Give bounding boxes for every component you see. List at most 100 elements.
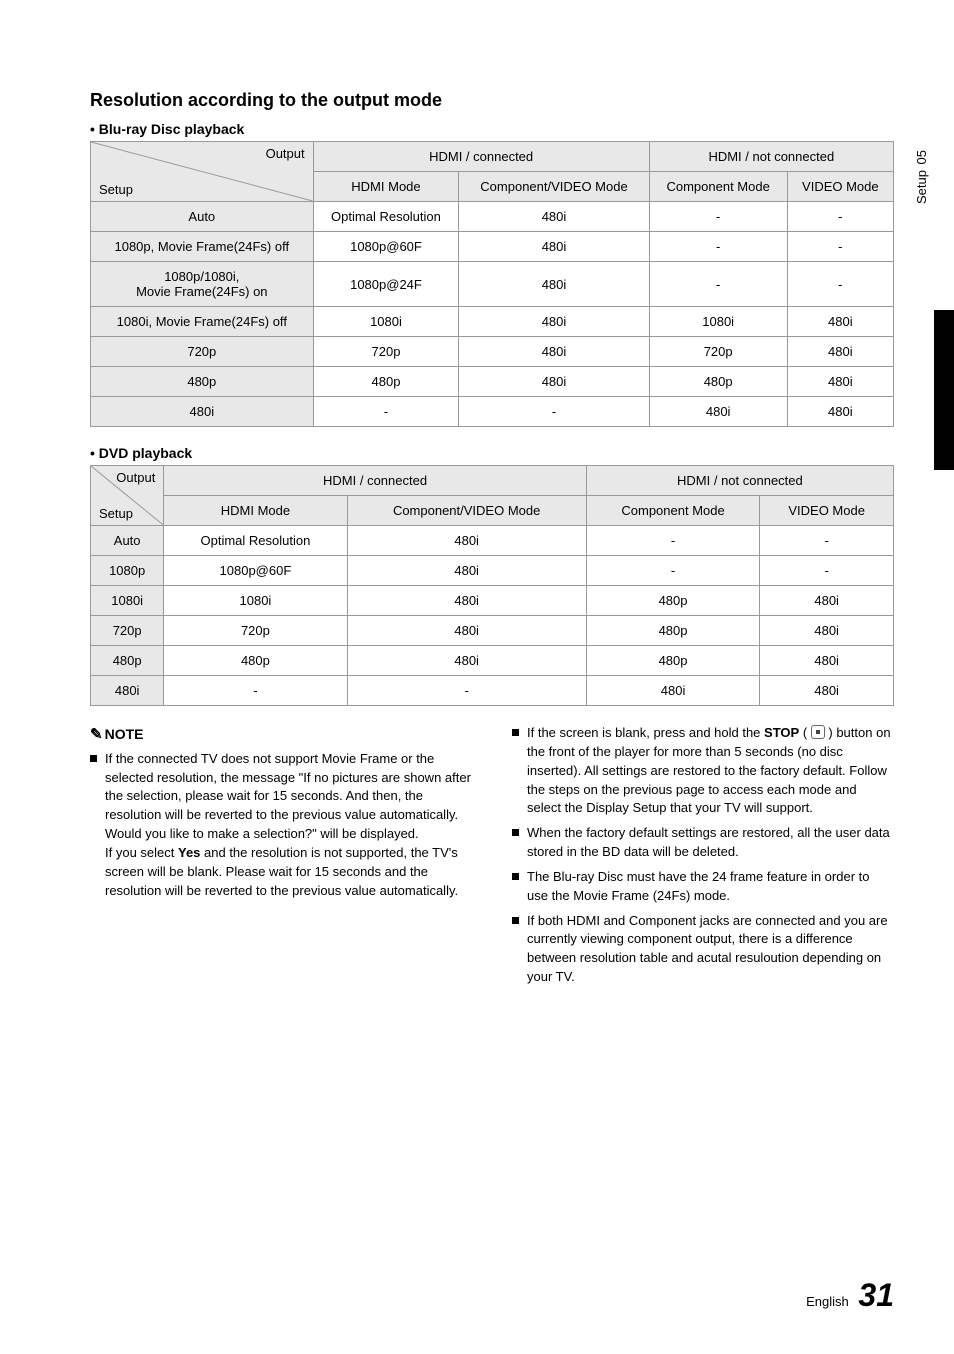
table2-sub-hdr-3: VIDEO Mode [760, 496, 894, 526]
table2-diag-cell: Output Setup [91, 466, 164, 526]
bullet-icon [512, 873, 519, 880]
note-bullet: If the connected TV does not support Mov… [90, 750, 472, 901]
table1-sub-hdr-3: VIDEO Mode [787, 172, 893, 202]
table1-cell: 480i [459, 262, 649, 307]
table-row: 1080p, Movie Frame(24Fs) off1080p@60F480… [91, 232, 894, 262]
note-heading: ✎NOTE [90, 724, 472, 746]
table2-sub-hdr-2: Component Mode [586, 496, 760, 526]
table1-cell: - [787, 232, 893, 262]
table2-cell: 480p [164, 646, 347, 676]
table1-diag-setup: Setup [99, 182, 133, 197]
table1-row-label: 1080p/1080i, Movie Frame(24Fs) on [91, 262, 314, 307]
table1-cell: Optimal Resolution [313, 202, 459, 232]
table2-row-label: 480i [91, 676, 164, 706]
table2-diag-setup: Setup [99, 506, 133, 521]
table2-cell: 720p [164, 616, 347, 646]
note-bullet: If the screen is blank, press and hold t… [512, 724, 894, 818]
table1-top-hdr-0: HDMI / connected [313, 142, 649, 172]
table2-cell: - [586, 526, 760, 556]
table2-cell: 480i [760, 616, 894, 646]
table1-cell: 480i [649, 397, 787, 427]
table-row: AutoOptimal Resolution480i-- [91, 202, 894, 232]
table1-cell: - [787, 262, 893, 307]
bullet-icon [512, 729, 519, 736]
note-icon: ✎ [90, 726, 103, 743]
table1-row-label: 480p [91, 367, 314, 397]
table2-cell: 1080p@60F [164, 556, 347, 586]
table1-cell: - [787, 202, 893, 232]
table2-caption: • DVD playback [90, 445, 894, 461]
table1-cell: 480i [459, 307, 649, 337]
table2-diag-output: Output [116, 470, 155, 485]
bullet-icon [512, 829, 519, 836]
note-text: If the connected TV does not support Mov… [105, 750, 472, 901]
table1-diag-cell: Output Setup [91, 142, 314, 202]
table1-cell: 480i [787, 337, 893, 367]
table2-cell: 480i [347, 526, 586, 556]
table-row: 720p720p480i720p480i [91, 337, 894, 367]
table-bluray: Output Setup HDMI / connected HDMI / not… [90, 141, 894, 427]
table2-top-hdr-1: HDMI / not connected [586, 466, 893, 496]
table1-cell: 720p [313, 337, 459, 367]
table1-row-label: Auto [91, 202, 314, 232]
bullet-icon [90, 755, 97, 762]
table2-row-label: Auto [91, 526, 164, 556]
table1-cell: 480i [459, 337, 649, 367]
table1-cell: 480p [649, 367, 787, 397]
table1-cell: 1080p@24F [313, 262, 459, 307]
notes-section: ✎NOTE If the connected TV does not suppo… [90, 724, 894, 993]
table1-sub-hdr-1: Component/VIDEO Mode [459, 172, 649, 202]
table-row: 480p480p480i480p480i [91, 367, 894, 397]
note-text: If both HDMI and Component jacks are con… [527, 912, 894, 987]
table2-cell: 480i [347, 556, 586, 586]
table2-cell: 480i [760, 586, 894, 616]
table1-cell: 480i [459, 367, 649, 397]
table2-cell: 480i [347, 586, 586, 616]
table1-cell: - [459, 397, 649, 427]
table2-cell: 480p [586, 616, 760, 646]
table2-row-label: 1080p [91, 556, 164, 586]
note-bullet: When the factory default settings are re… [512, 824, 894, 862]
table-row: AutoOptimal Resolution480i-- [91, 526, 894, 556]
table2-row-label: 720p [91, 616, 164, 646]
table2-cell: 480i [347, 646, 586, 676]
table2-row-label: 1080i [91, 586, 164, 616]
table1-cell: 480i [459, 202, 649, 232]
table-row: 480p480p480i480p480i [91, 646, 894, 676]
table2-cell: - [164, 676, 347, 706]
table-row: 480i--480i480i [91, 397, 894, 427]
footer-page: 31 [858, 1277, 894, 1313]
table1-row-label: 720p [91, 337, 314, 367]
table2-top-hdr-0: HDMI / connected [164, 466, 586, 496]
notes-right-col: If the screen is blank, press and hold t… [512, 724, 894, 993]
table2-sub-hdr-0: HDMI Mode [164, 496, 347, 526]
table1-row-label: 1080p, Movie Frame(24Fs) off [91, 232, 314, 262]
table2-cell: - [760, 556, 894, 586]
table2-cell: 480p [586, 586, 760, 616]
table-row: 1080p1080p@60F480i-- [91, 556, 894, 586]
table2-cell: - [347, 676, 586, 706]
table1-sub-hdr-0: HDMI Mode [313, 172, 459, 202]
table1-cell: - [649, 262, 787, 307]
table1-cell: 480i [787, 397, 893, 427]
table1-cell: 480p [313, 367, 459, 397]
table1-cell: 720p [649, 337, 787, 367]
notes-left-col: ✎NOTE If the connected TV does not suppo… [90, 724, 472, 993]
table2-cell: 1080i [164, 586, 347, 616]
table1-cell: - [649, 232, 787, 262]
table1-cell: 480i [787, 307, 893, 337]
table1-cell: 480i [787, 367, 893, 397]
table1-caption: • Blu-ray Disc playback [90, 121, 894, 137]
table2-cell: Optimal Resolution [164, 526, 347, 556]
table2-cell: 480i [347, 616, 586, 646]
table-row: 720p720p480i480p480i [91, 616, 894, 646]
stop-icon [811, 725, 825, 739]
table2-cell: - [586, 556, 760, 586]
table-row: 1080p/1080i, Movie Frame(24Fs) on1080p@2… [91, 262, 894, 307]
table1-cell: - [649, 202, 787, 232]
table1-row-label: 1080i, Movie Frame(24Fs) off [91, 307, 314, 337]
table-row: 1080i1080i480i480p480i [91, 586, 894, 616]
footer-lang: English [806, 1294, 849, 1309]
note-text: The Blu-ray Disc must have the 24 frame … [527, 868, 894, 906]
table1-diag-output: Output [266, 146, 305, 161]
